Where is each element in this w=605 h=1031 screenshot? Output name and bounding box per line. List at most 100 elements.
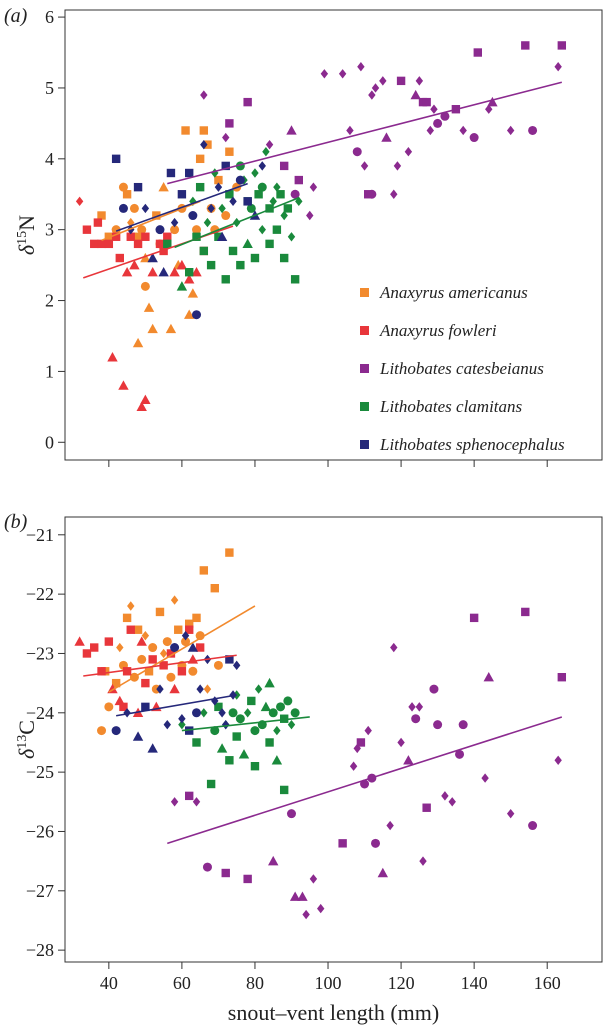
- x-tick-label: 80: [246, 973, 264, 993]
- diamond-marker: [481, 773, 489, 783]
- diamond-marker: [192, 797, 201, 807]
- square-marker: [111, 678, 121, 688]
- circle-marker: [429, 684, 439, 694]
- circle-marker: [192, 708, 202, 718]
- diamond-marker: [269, 196, 277, 207]
- square-marker: [126, 625, 135, 634]
- plot-frame: [64, 9, 603, 461]
- y-tick-label: 5: [45, 78, 54, 98]
- y-title-delta: δ: [14, 748, 39, 759]
- square-marker: [225, 548, 234, 557]
- fit-line: [115, 182, 248, 232]
- square-marker: [225, 147, 234, 156]
- panel-a: 0 1 2 3 4 5 6 (a) δ15N Anaxyrus americanus Anaxyru…: [4, 5, 603, 467]
- triangle-marker: [169, 683, 180, 694]
- diamond-marker: [353, 743, 361, 754]
- square-marker: [122, 613, 132, 623]
- triangle-marker: [136, 636, 147, 646]
- diamond-marker: [448, 797, 456, 807]
- circle-marker: [250, 726, 260, 736]
- y-tick-label: 6: [45, 7, 54, 27]
- square-marker: [232, 732, 241, 741]
- diamond-marker: [459, 125, 467, 136]
- legend-label: Lithobates sphenocephalus: [379, 435, 565, 454]
- square-marker: [133, 232, 143, 241]
- circle-marker: [181, 637, 191, 647]
- square-marker: [276, 190, 285, 199]
- diamond-marker: [127, 601, 135, 611]
- fit-line: [167, 716, 563, 845]
- circle-marker: [137, 225, 147, 235]
- square-marker: [155, 607, 165, 617]
- square-marker: [206, 779, 216, 789]
- circle-marker: [290, 189, 300, 199]
- circle-marker: [360, 779, 370, 789]
- diamond-marker: [430, 104, 438, 114]
- triangle-marker: [187, 288, 199, 298]
- diamond-marker: [360, 161, 369, 171]
- triangle-marker: [487, 96, 498, 107]
- circle-marker: [97, 726, 107, 736]
- square-marker: [185, 168, 194, 178]
- triangle-marker: [147, 267, 158, 277]
- diamond-marker: [222, 719, 230, 730]
- diamond-marker: [506, 808, 515, 819]
- circle-marker: [195, 631, 205, 641]
- diamond-marker: [280, 210, 288, 221]
- triangle-marker: [216, 743, 228, 753]
- square-marker: [272, 225, 282, 234]
- diamond-marker: [554, 755, 562, 765]
- fit-line: [83, 654, 237, 677]
- circle-marker: [433, 720, 443, 730]
- square-marker: [422, 97, 431, 107]
- diamond-marker: [386, 820, 394, 831]
- square-marker: [228, 246, 238, 256]
- circle-marker: [440, 111, 450, 121]
- square-marker: [163, 232, 172, 241]
- diamond-marker: [156, 684, 164, 694]
- triangle-marker: [121, 267, 133, 277]
- diamond-marker: [371, 83, 380, 93]
- circle-marker: [188, 666, 198, 676]
- square-marker: [144, 667, 154, 676]
- diamond-marker: [196, 684, 204, 694]
- square-marker: [221, 275, 230, 284]
- legend-label: Anaxyrus americanus: [379, 283, 528, 302]
- square-marker: [174, 625, 183, 634]
- diamond-marker: [320, 69, 329, 79]
- diamond-marker: [415, 76, 424, 86]
- square-marker: [243, 874, 252, 884]
- square-marker: [82, 649, 92, 658]
- square-marker: [119, 702, 128, 712]
- square-marker: [214, 232, 223, 241]
- circle-marker: [118, 182, 128, 192]
- circle-marker: [140, 281, 150, 291]
- circle-marker: [290, 708, 300, 718]
- square-marker: [177, 667, 187, 676]
- square-marker: [166, 168, 176, 178]
- circle-marker: [170, 225, 180, 235]
- square-marker: [557, 41, 567, 50]
- square-marker: [521, 607, 530, 617]
- x-tick-label: 100: [315, 973, 342, 993]
- diamond-marker: [273, 182, 281, 192]
- square-marker: [192, 613, 201, 623]
- circle-marker: [129, 203, 139, 213]
- circle-marker: [286, 809, 296, 819]
- square-marker: [250, 253, 260, 263]
- y-tick-label: 4: [45, 149, 54, 169]
- diamond-marker: [426, 125, 435, 136]
- square-marker: [279, 161, 289, 171]
- diamond-marker: [262, 147, 270, 157]
- diamond-marker: [397, 737, 405, 748]
- diamond-marker: [141, 203, 150, 214]
- diamond-marker: [200, 708, 208, 718]
- circle-marker: [192, 225, 202, 235]
- triangle-marker: [216, 231, 228, 241]
- fit-line: [108, 605, 256, 693]
- diamond-marker: [306, 210, 314, 221]
- y-tick-label: 2: [45, 291, 54, 311]
- legend-swatch: [360, 326, 369, 335]
- square-marker: [195, 643, 205, 652]
